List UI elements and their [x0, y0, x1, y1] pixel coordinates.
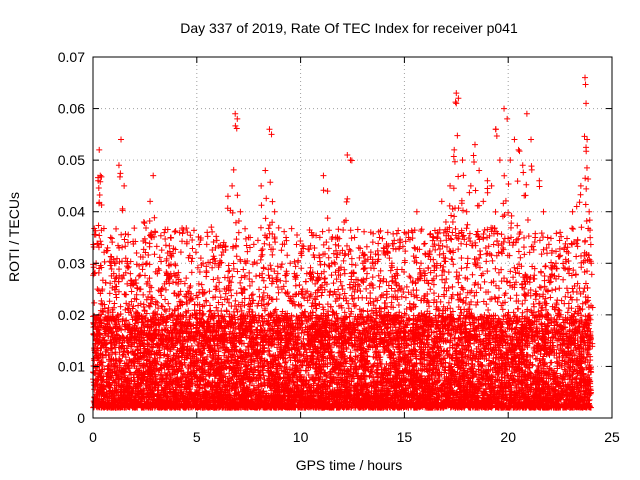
data-point: [559, 357, 566, 364]
data-point: [158, 371, 165, 378]
data-point: [260, 379, 267, 386]
data-point: [462, 361, 469, 368]
data-point: [275, 383, 282, 390]
chart-title: Day 337 of 2019, Rate Of TEC Index for r…: [180, 20, 518, 36]
data-point: [347, 349, 354, 356]
data-points: [90, 74, 596, 411]
